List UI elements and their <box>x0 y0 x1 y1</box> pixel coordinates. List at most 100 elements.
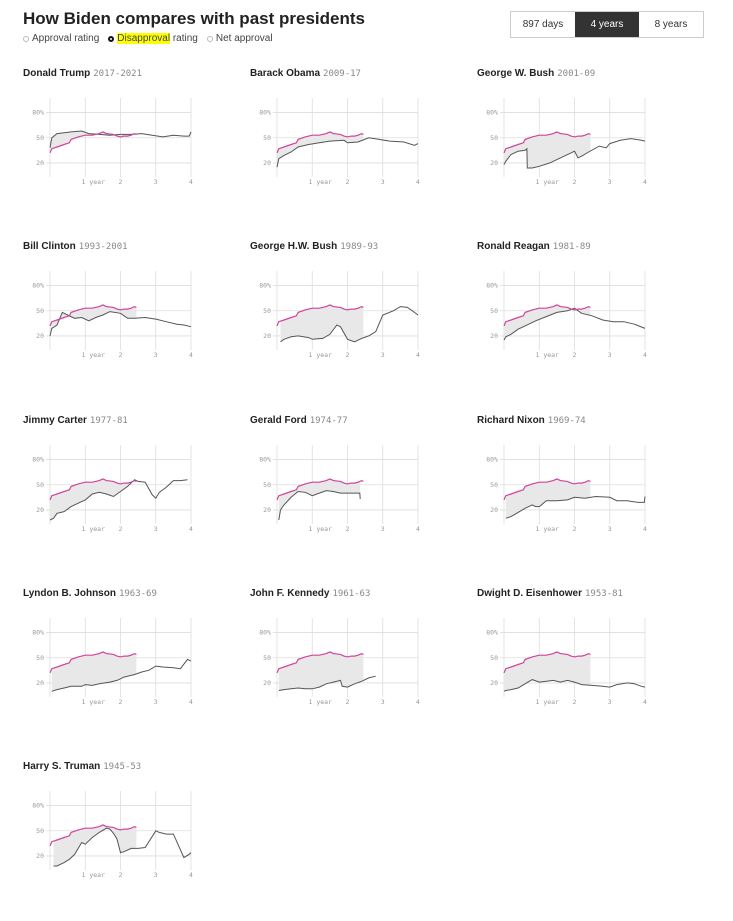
y-tick-label: 80% <box>259 109 271 117</box>
president-panel: Ronald Reagan 1981-89 80% 50 20 1 year 2 3 4 <box>477 241 677 401</box>
page-title: How Biden compares with past presidents <box>23 9 365 28</box>
radio-disapproval[interactable]: Disapproval rating <box>108 33 198 44</box>
panel-title: John F. Kennedy 1961-63 <box>250 588 370 599</box>
x-tick-label: 1 year <box>309 698 333 706</box>
radio-dot-icon <box>206 35 213 42</box>
radio-disapproval-label-rest: rating <box>170 33 198 44</box>
president-line <box>503 307 646 341</box>
y-tick-label: 20 <box>490 679 498 687</box>
disapproval-chart: 80% 50 20 1 year 2 3 4 <box>486 445 647 533</box>
x-tick-label: 3 <box>608 525 612 533</box>
y-tick-label: 50 <box>490 307 498 315</box>
y-tick-label: 80% <box>259 456 271 464</box>
president-panel: Dwight D. Eisenhower 1953-81 80% 50 20 1 year… <box>477 588 677 748</box>
president-panel: Jimmy Carter 1977-81 80% 50 20 1 year 2 3 4 <box>23 415 223 575</box>
y-tick-label: 80% <box>32 629 44 637</box>
y-tick-label: 20 <box>263 506 271 514</box>
disapproval-chart: 80% 50 20 1 year 2 3 4 <box>259 98 420 186</box>
x-tick-label: 1 year <box>82 871 106 879</box>
president-panel: Lyndon B. Johnson 1963-69 80% 50 20 1 year 2 3 4 <box>23 588 223 748</box>
disapproval-chart: 80% 50 20 1 year 2 3 4 <box>486 271 647 359</box>
x-tick-label: 4 <box>189 698 193 706</box>
panel-title: George W. Bush 2001-09 <box>477 68 595 79</box>
y-tick-label: 20 <box>490 506 498 514</box>
y-tick-label: 80% <box>259 282 271 290</box>
radio-net-approval[interactable]: Net approval <box>206 33 273 44</box>
president-line <box>51 658 192 692</box>
panel-title: George H.W. Bush 1989-93 <box>250 241 378 252</box>
y-tick-label: 80% <box>32 109 44 117</box>
y-tick-label: 50 <box>36 307 44 315</box>
president-panel: Harry S. Truman 1945-53 80% 50 20 1 year 2 3 4 <box>23 761 223 921</box>
president-years: 1974-77 <box>309 416 348 426</box>
x-tick-label: 4 <box>416 525 420 533</box>
panel-title: Bill Clinton 1993-2001 <box>23 241 128 252</box>
x-tick-label: 4 <box>189 178 193 186</box>
y-tick-label: 50 <box>263 307 271 315</box>
president-years: 2009-17 <box>323 69 361 79</box>
disapproval-chart: 80% 50 20 1 year 2 3 4 <box>486 98 647 186</box>
president-years: 1977-81 <box>89 416 128 426</box>
x-tick-label: 1 year <box>82 525 106 533</box>
president-name: Gerald Ford <box>250 415 307 426</box>
president-name: Bill Clinton <box>23 241 76 252</box>
y-tick-label: 80% <box>32 282 44 290</box>
x-tick-label: 3 <box>608 178 612 186</box>
x-tick-label: 4 <box>643 698 647 706</box>
x-tick-label: 2 <box>346 698 350 706</box>
x-tick-label: 3 <box>381 178 385 186</box>
president-years: 2001-09 <box>557 69 596 79</box>
y-tick-label: 20 <box>36 852 44 860</box>
timeframe-897-days-button[interactable]: 897 days <box>522 19 564 30</box>
x-tick-label: 2 <box>346 178 350 186</box>
president-name: Richard Nixon <box>477 415 545 426</box>
panel-title: Lyndon B. Johnson 1963-69 <box>23 588 157 599</box>
disapproval-chart: 80% 50 20 1 year 2 3 4 <box>259 618 420 706</box>
panel-title: Donald Trump 2017-2021 <box>23 68 142 79</box>
president-years: 1989-93 <box>340 242 379 252</box>
radio-approval[interactable]: Approval rating <box>23 33 99 44</box>
president-name: Barack Obama <box>250 68 321 79</box>
radio-dot-icon <box>23 35 29 42</box>
timeframe-8-years-button[interactable]: 8 years <box>654 19 688 30</box>
x-tick-label: 2 <box>119 525 123 533</box>
y-tick-label: 20 <box>263 159 271 167</box>
president-panel: Donald Trump 2017-2021 80% 50 20 1 year 2 3 4 <box>23 68 223 228</box>
president-line <box>276 137 419 168</box>
x-tick-label: 1 year <box>309 351 333 359</box>
x-tick-label: 1 year <box>82 351 106 359</box>
biden-line <box>49 478 137 501</box>
panel-title: Dwight D. Eisenhower 1953-81 <box>477 588 623 599</box>
x-tick-label: 1 year <box>536 525 560 533</box>
y-tick-label: 50 <box>263 134 271 142</box>
timeframe-4-years-button[interactable]: 4 years <box>575 12 639 37</box>
gap-area <box>277 132 364 168</box>
president-name: Lyndon B. Johnson <box>23 588 116 599</box>
y-tick-label: 50 <box>490 134 498 142</box>
panel-title: Gerald Ford 1974-77 <box>250 415 348 426</box>
panel-title: Barack Obama 2009-17 <box>250 68 361 79</box>
disapproval-chart: 80% 50 20 1 year 2 3 4 <box>32 618 193 706</box>
gap-area <box>51 652 137 692</box>
gap-area <box>505 479 591 519</box>
x-tick-label: 2 <box>573 525 577 533</box>
y-tick-label: 80% <box>486 282 498 290</box>
radio-approval-label: Approval rating <box>32 33 100 44</box>
disapproval-chart: 80% 50 20 1 year 2 3 4 <box>32 445 193 533</box>
biden-line <box>503 131 591 154</box>
x-tick-label: 1 year <box>536 698 560 706</box>
y-tick-label: 50 <box>36 481 44 489</box>
y-tick-label: 80% <box>32 456 44 464</box>
panel-title: Harry S. Truman 1945-53 <box>23 761 141 772</box>
x-tick-label: 3 <box>608 351 612 359</box>
x-tick-label: 3 <box>381 698 385 706</box>
panel-title: Ronald Reagan 1981-89 <box>477 241 591 252</box>
x-tick-label: 3 <box>154 871 158 879</box>
x-tick-label: 4 <box>189 871 193 879</box>
y-tick-label: 80% <box>259 629 271 637</box>
gap-area <box>53 825 137 866</box>
president-panel: George W. Bush 2001-09 80% 50 20 1 year 2 3 4 <box>477 68 677 228</box>
timeframe-toggle: 897 days 4 years 8 years <box>510 11 704 38</box>
president-panel: Bill Clinton 1993-2001 80% 50 20 1 year 2 3 4 <box>23 241 223 401</box>
president-years: 1969-74 <box>547 416 586 426</box>
